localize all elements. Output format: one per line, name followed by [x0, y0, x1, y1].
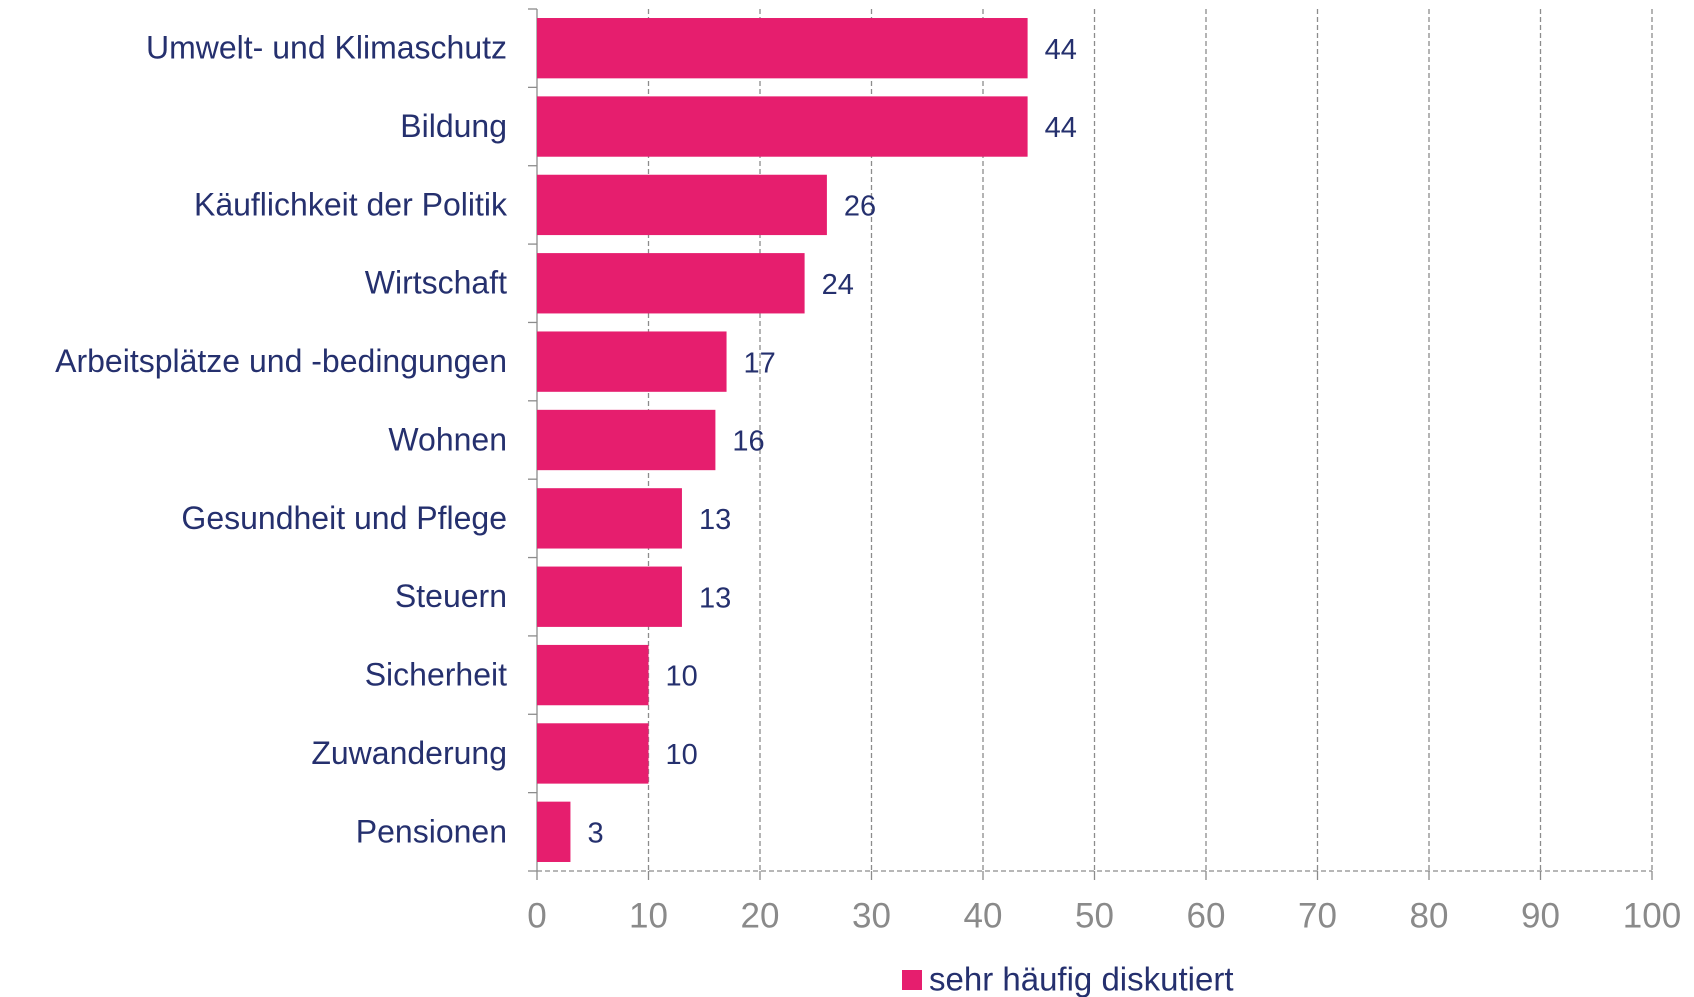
y-tick-label: Zuwanderung [311, 735, 507, 771]
y-tick-label: Pensionen [356, 813, 507, 849]
value-label: 13 [699, 582, 731, 614]
y-tick-label: Wirtschaft [365, 265, 507, 301]
bar [537, 566, 682, 627]
y-tick-label: Arbeitsplätze und -bedingungen [55, 343, 507, 379]
x-tick-label: 30 [852, 896, 891, 935]
bar [537, 801, 571, 862]
bar [537, 331, 727, 392]
y-tick-label: Wohnen [388, 421, 507, 457]
legend-label: sehr häufig diskutiert [929, 961, 1234, 997]
y-tick-label: Sicherheit [365, 657, 507, 693]
bar [537, 253, 805, 314]
y-tick-label: Umwelt- und Klimaschutz [146, 30, 507, 66]
value-label: 10 [666, 661, 698, 693]
value-label: 44 [1045, 112, 1077, 144]
x-tick-label: 50 [1075, 896, 1114, 935]
bar [537, 488, 682, 549]
value-label: 3 [587, 817, 603, 849]
value-label: 26 [844, 191, 876, 223]
x-tick-label: 80 [1410, 896, 1449, 935]
value-label: 13 [699, 504, 731, 536]
bar [537, 18, 1028, 79]
x-tick-label: 20 [741, 896, 780, 935]
value-label: 17 [744, 347, 776, 379]
x-tick-label: 10 [629, 896, 668, 935]
y-tick-label: Steuern [395, 578, 507, 614]
x-tick-label: 60 [1187, 896, 1226, 935]
bar [537, 174, 827, 236]
bar [537, 409, 716, 471]
x-tick-label: 70 [1298, 896, 1337, 935]
bar [537, 723, 649, 784]
y-tick-label: Käuflichkeit der Politik [194, 186, 508, 222]
x-tick-label: 0 [527, 896, 546, 935]
value-label: 10 [666, 739, 698, 771]
x-tick-label: 100 [1623, 896, 1681, 935]
legend-swatch [902, 970, 922, 990]
y-tick-label: Bildung [400, 108, 507, 144]
x-tick-label: 40 [964, 896, 1003, 935]
value-label: 44 [1045, 34, 1077, 66]
bar [537, 644, 649, 706]
value-label: 16 [732, 426, 764, 458]
bar [537, 96, 1028, 157]
value-label: 24 [822, 269, 854, 301]
x-tick-label: 90 [1521, 896, 1560, 935]
y-tick-label: Gesundheit und Pflege [181, 500, 507, 536]
